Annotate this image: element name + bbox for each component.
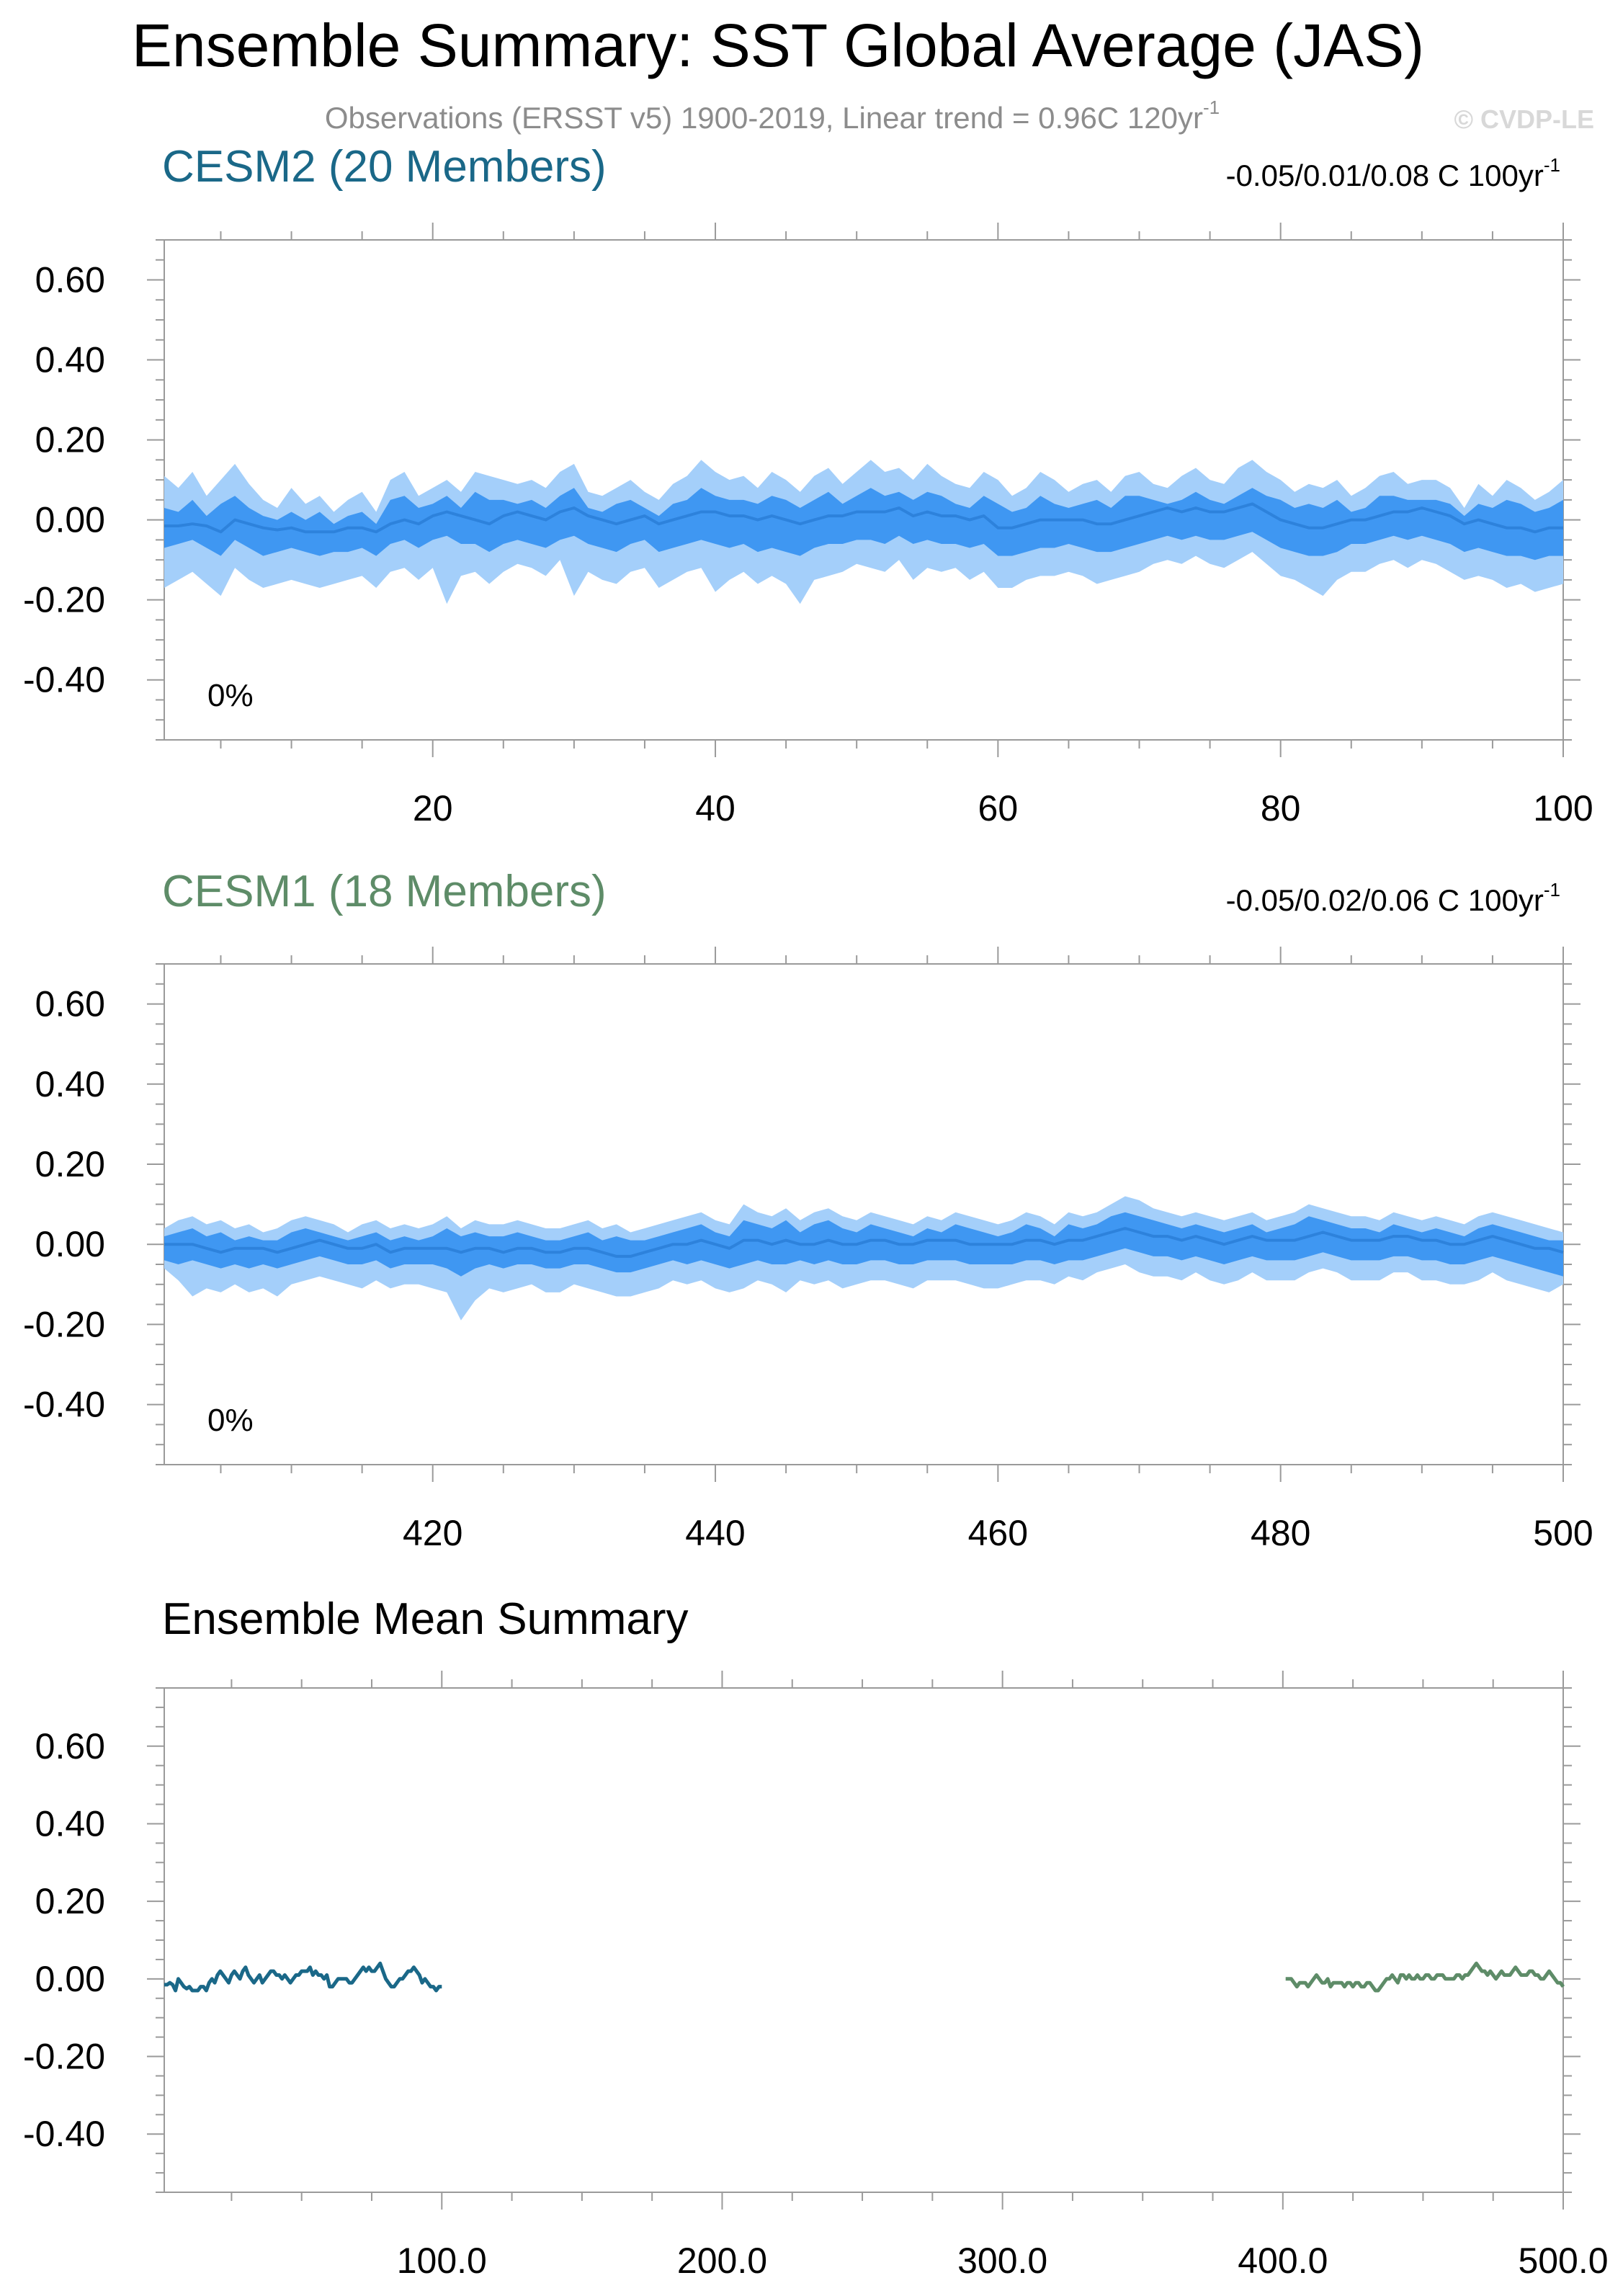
panel-cesm2: CESM2 (20 Members) -0.05/0.01/0.08 C 100… (23, 142, 1593, 828)
p3-ytick-label: 0.20 (35, 1881, 105, 1921)
watermark: © CVDP-LE (1454, 104, 1594, 134)
p3-xtick-label: 100.0 (397, 2241, 487, 2281)
p3-xtick-label: 400.0 (1238, 2241, 1328, 2281)
panel-cesm2-trend-text: -0.05/0.01/0.08 C 100yr (1226, 158, 1544, 192)
panel-ensemble-mean: Ensemble Mean Summary 100.0 200.0 300.0 400… (23, 1594, 1609, 2281)
p2-xtick-label: 500 (1533, 1513, 1593, 1553)
p3-series-cesm1-line (1285, 1961, 1565, 1993)
p2-mean-line (164, 1227, 1564, 1258)
p2-ytick-label: -0.40 (23, 1385, 105, 1425)
p3-ytick-label: 0.40 (35, 1803, 105, 1844)
p2-xtick-label: 480 (1251, 1513, 1310, 1553)
figure-subtitle: Observations (ERSST v5) 1900-2019, Linea… (325, 97, 1220, 135)
p3-xtick-label: 300.0 (957, 2241, 1047, 2281)
p2-ytick-label: 0.20 (35, 1144, 105, 1184)
plot-cesm1: 420 440 460 480 500 -0.40 -0.20 0.00 0.20 0.40 0.6… (23, 947, 1593, 1553)
p1-mean-line (164, 502, 1563, 534)
p1-band-inner (164, 488, 1563, 560)
panel-cesm1-trend-text: -0.05/0.02/0.06 C 100yr (1226, 883, 1544, 917)
p1-ytick-label: 0.60 (35, 260, 105, 300)
panel-cesm1-trend-sup: -1 (1544, 879, 1560, 901)
panel-cesm2-label: CESM2 (20 Members) (162, 142, 607, 192)
p1-ytick-label: 0.20 (35, 420, 105, 460)
subtitle-superscript: -1 (1203, 97, 1220, 118)
p1-xtick-label: 40 (695, 788, 736, 828)
p1-ytick-label: 0.40 (35, 340, 105, 380)
p2-ytick-label: 0.60 (35, 984, 105, 1024)
p3-ytick-label: 0.60 (35, 1726, 105, 1766)
panel-cesm1: CESM1 (18 Members) -0.05/0.02/0.06 C 100… (23, 867, 1593, 1553)
p1-xtick-label: 100 (1533, 788, 1593, 828)
subtitle-text: Observations (ERSST v5) 1900-2019, Linea… (325, 101, 1203, 135)
p1-ytick-label: -0.40 (23, 660, 105, 700)
p2-ytick-label: 0.00 (35, 1224, 105, 1264)
panel-cesm1-percent: 0% (207, 1403, 254, 1438)
figure-title: Ensemble Summary: SST Global Average (JA… (132, 12, 1424, 79)
p3-ytick-label: -0.40 (23, 2114, 105, 2154)
p1-xtick-label: 80 (1261, 788, 1301, 828)
p3-series-cesm2-line (164, 1961, 442, 1993)
p2-ytick-label: 0.40 (35, 1064, 105, 1104)
panel-cesm2-percent: 0% (207, 678, 254, 713)
p2-plot-frame (164, 963, 1564, 1465)
plot-cesm2: 20 40 60 80 100 -0.40 -0.20 0.00 0.20 0.40 0.60 (23, 223, 1593, 828)
panel-cesm1-trend: -0.05/0.02/0.06 C 100yr-1 (1226, 879, 1560, 917)
p1-xtick-label: 60 (978, 788, 1019, 828)
p3-ytick-label: -0.20 (23, 2037, 105, 2077)
p3-ytick-label: 0.00 (35, 1959, 105, 1999)
p2-band-inner (164, 1212, 1563, 1277)
p2-xtick-label: 440 (685, 1513, 745, 1553)
p2-xtick-label: 460 (968, 1513, 1028, 1553)
p2-xtick-label: 420 (403, 1513, 462, 1553)
p3-xtick-label: 500.0 (1518, 2241, 1608, 2281)
panel-ensemble-mean-label: Ensemble Mean Summary (162, 1594, 689, 1644)
p1-ytick-label: 0.00 (35, 500, 105, 540)
panel-cesm2-trend: -0.05/0.01/0.08 C 100yr-1 (1226, 154, 1560, 192)
p1-ytick-label: -0.20 (23, 580, 105, 620)
p2-ytick-label: -0.20 (23, 1304, 105, 1344)
panel-cesm1-label: CESM1 (18 Members) (162, 867, 607, 916)
plot-ensemble-mean: 100.0 200.0 300.0 400.0 500.0 -0.40 -0.20 0.00 0… (23, 1671, 1609, 2281)
panel-cesm2-trend-sup: -1 (1544, 154, 1560, 176)
p3-xtick-label: 200.0 (677, 2241, 767, 2281)
p1-xtick-label: 20 (413, 788, 453, 828)
